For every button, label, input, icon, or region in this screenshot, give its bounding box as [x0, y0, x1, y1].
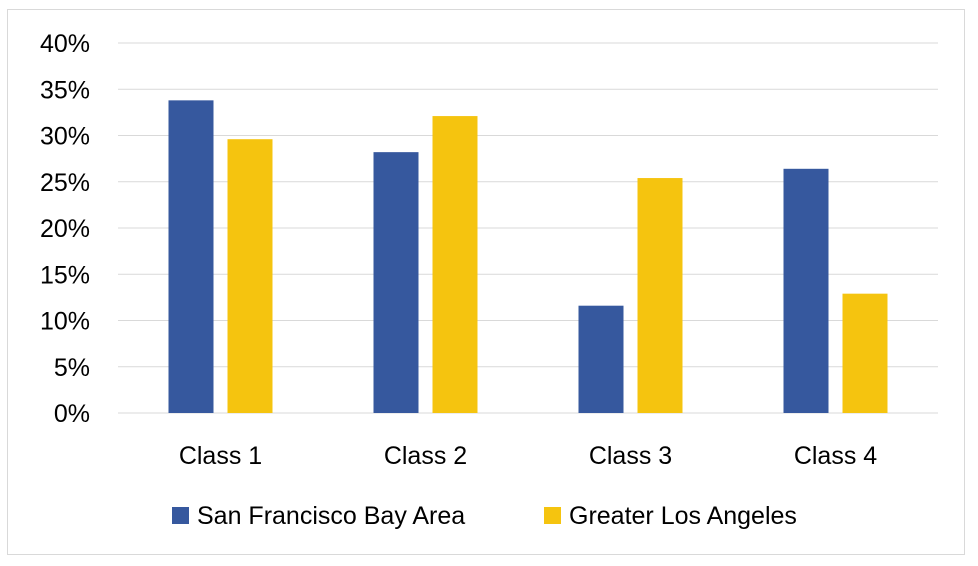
y-tick-label: 30% — [40, 123, 90, 151]
bar-greater-la-1 — [227, 139, 273, 413]
legend-label: Greater Los Angeles — [569, 502, 797, 530]
y-tick-label: 0% — [54, 400, 90, 428]
x-tick-label: Class 3 — [589, 442, 672, 470]
legend: San Francisco Bay Area Greater Los Angele… — [172, 502, 797, 530]
bar-sf-bay-area-4 — [783, 168, 829, 413]
y-tick-label: 5% — [54, 354, 90, 382]
x-axis-tick-labels: Class 1 Class 2 Class 3 Class 4 — [179, 442, 877, 470]
bars — [168, 100, 888, 413]
y-axis-tick-labels: 0% 5% 10% 15% 20% 25% 30% 35% 40% — [40, 30, 90, 428]
bar-greater-la-3 — [637, 178, 683, 413]
x-tick-label: Class 1 — [179, 442, 262, 470]
legend-swatch — [172, 507, 189, 524]
y-tick-label: 25% — [40, 169, 90, 197]
y-tick-label: 10% — [40, 308, 90, 336]
x-tick-label: Class 4 — [794, 442, 877, 470]
legend-label: San Francisco Bay Area — [197, 502, 465, 530]
y-tick-label: 35% — [40, 76, 90, 104]
bar-sf-bay-area-3 — [578, 305, 624, 413]
bar-greater-la-2 — [432, 116, 478, 413]
y-tick-label: 20% — [40, 215, 90, 243]
x-tick-label: Class 2 — [384, 442, 467, 470]
bar-sf-bay-area-1 — [168, 100, 214, 413]
y-tick-label: 40% — [40, 30, 90, 58]
bar-greater-la-4 — [842, 293, 888, 413]
legend-swatch — [544, 507, 561, 524]
y-tick-label: 15% — [40, 261, 90, 289]
bar-sf-bay-area-2 — [373, 152, 419, 413]
